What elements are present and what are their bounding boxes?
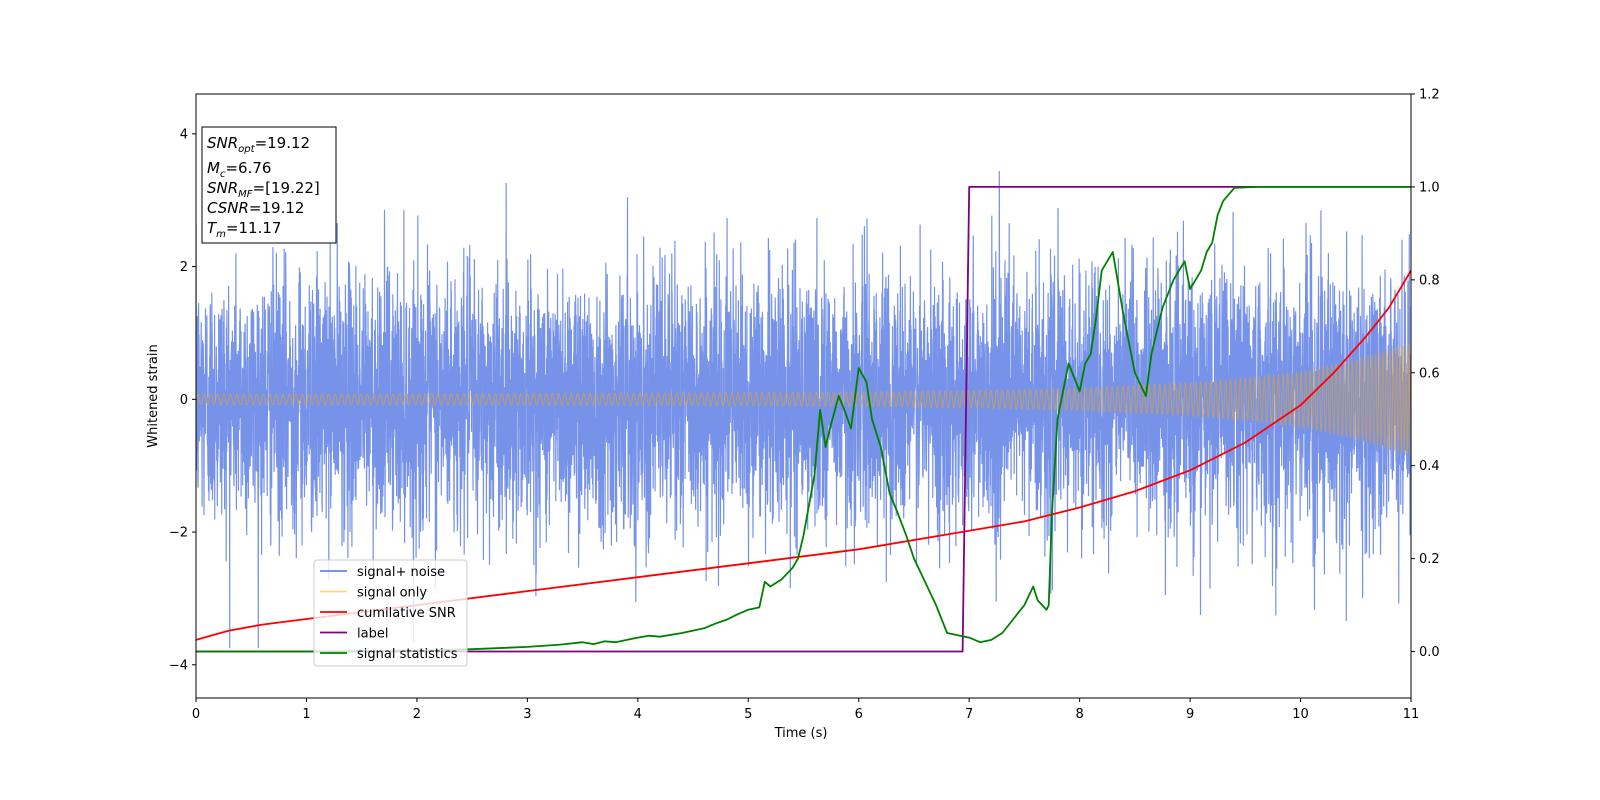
- x-tick-label: 4: [634, 707, 642, 722]
- series-signal-only-line: [196, 343, 1411, 456]
- info-csnr: CSNR=19.12: [207, 199, 304, 217]
- x-tick-label: 3: [523, 707, 531, 722]
- legend-label: signal statistics: [357, 647, 458, 662]
- x-axis-title: Time (s): [774, 726, 828, 741]
- legend-label: cumilative SNR: [357, 606, 456, 621]
- series-layer: [196, 170, 1411, 653]
- y2-tick-label: 1.2: [1419, 88, 1440, 103]
- x-tick-label: 2: [413, 707, 421, 722]
- info-mc: Mc=6.76: [207, 159, 271, 180]
- info-box: SNRopt=19.12 Mc=6.76 SNRMF=[19.22] CSNR=…: [201, 126, 337, 244]
- y-tick-label: 0: [180, 393, 188, 408]
- legend: signal+ noise signal only cumilative SNR la…: [313, 559, 468, 667]
- y2-tick-label: 0.4: [1419, 459, 1440, 474]
- y-tick-label: −4: [169, 658, 188, 673]
- x-tick-label: 0: [192, 707, 200, 722]
- x-tick-label: 8: [1075, 707, 1083, 722]
- y2-tick-label: 0.6: [1419, 366, 1440, 381]
- x-tick-label: 1: [302, 707, 310, 722]
- legend-label: label: [357, 627, 388, 642]
- y-tick-label: 4: [180, 127, 188, 142]
- info-box-frame: [201, 126, 337, 244]
- y-tick-label: −2: [169, 526, 188, 541]
- y2-tick-label: 0.2: [1419, 552, 1440, 567]
- x-tick-label: 9: [1186, 707, 1194, 722]
- legend-frame: [313, 559, 468, 667]
- legend-label: signal+ noise: [357, 565, 445, 580]
- series-cumilative-snr-line: [196, 270, 1411, 641]
- y-axis-title: Whitened strain: [146, 344, 161, 447]
- y2-tick-label: 0.8: [1419, 273, 1440, 288]
- series-signal-statistics-line: [196, 186, 1411, 653]
- legend-label: signal only: [357, 586, 427, 601]
- y2-tick-label: 1.0: [1419, 180, 1440, 195]
- x-tick-label: 10: [1292, 707, 1309, 722]
- series-label-line: [196, 186, 1411, 653]
- info-snr-opt: SNRopt=19.12: [207, 134, 310, 155]
- x-axis: 0 1 2 3 4 5 6 7 8 9 10 11: [192, 698, 1419, 722]
- info-tm: Tm=11.17: [207, 219, 281, 240]
- x-tick-label: 6: [855, 707, 863, 722]
- plot-frame: [195, 93, 1412, 699]
- info-snr-mf: SNRMF=[19.22]: [207, 179, 320, 200]
- y-axis-left: −4 −2 0 2 4: [169, 127, 196, 673]
- x-tick-label: 5: [744, 707, 752, 722]
- series-signal-noise-line: [196, 170, 1411, 649]
- y-tick-label: 2: [180, 260, 188, 275]
- x-tick-label: 11: [1403, 707, 1420, 722]
- x-tick-label: 7: [965, 707, 973, 722]
- y2-tick-label: 0.0: [1419, 645, 1440, 660]
- y-axis-right: 0.0 0.2 0.4 0.6 0.8 1.0 1.2: [1411, 88, 1440, 660]
